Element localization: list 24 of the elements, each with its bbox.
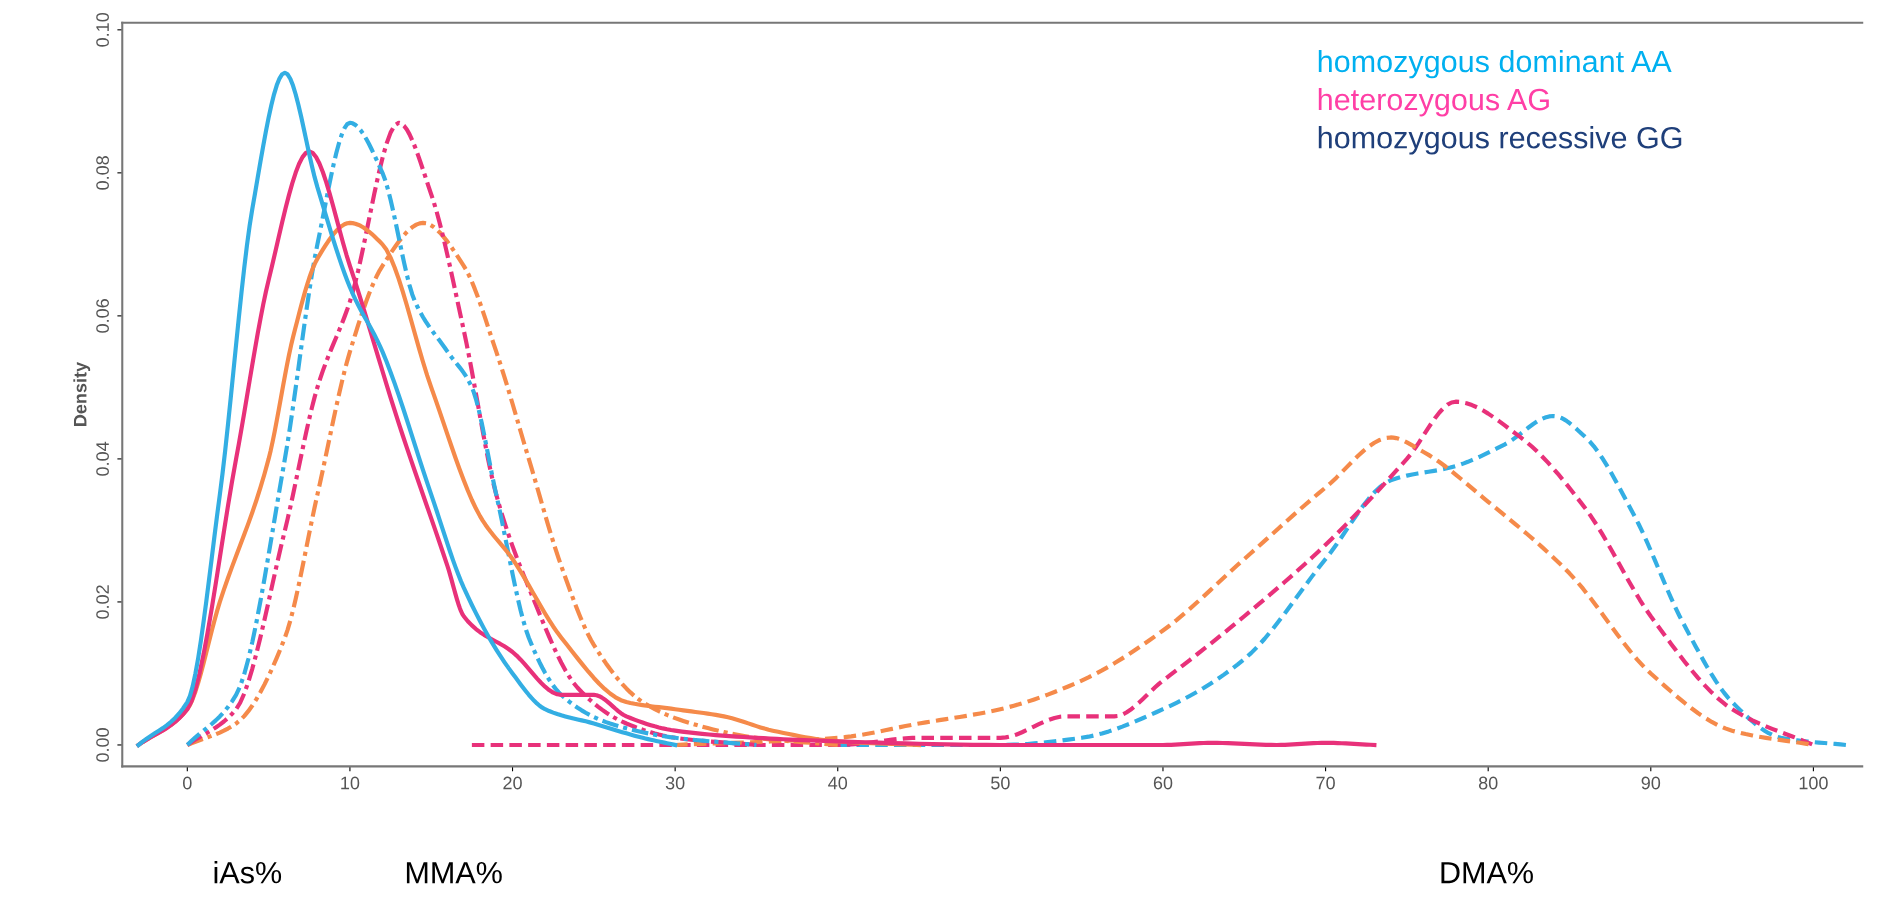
text: iAs%: [214, 861, 282, 884]
x-tick-label: 40: [828, 776, 848, 790]
y-tick-label: 0.00: [96, 728, 109, 762]
x-tick-label: 50: [991, 776, 1010, 790]
y-tick-label: 0.08: [96, 156, 109, 190]
y-tick-label: 0.06: [96, 299, 109, 333]
y-tick-label: 0.04: [96, 441, 109, 476]
text: DMA%: [1441, 861, 1533, 884]
x-tick-label: 80: [1478, 776, 1498, 790]
x-tick-label: 70: [1316, 776, 1335, 790]
x-tick-label: 0: [182, 776, 192, 790]
x-tick-label: 90: [1641, 776, 1661, 790]
text: MMA%: [406, 861, 502, 884]
y-tick-label: 0.10: [96, 12, 109, 47]
x-tick-label: 20: [503, 776, 522, 790]
x-tick-label: 30: [665, 776, 685, 790]
y-axis-title: Density: [73, 362, 91, 426]
x-tick-label: 100: [1799, 776, 1828, 790]
x-tick-label: 60: [1153, 776, 1173, 790]
x-tick-label: 10: [341, 776, 360, 790]
y-tick-label: 0.02: [96, 585, 109, 619]
annotation: homozygous dominant AA: [1318, 49, 1672, 79]
annotation: homozygous recessive GG: [1318, 126, 1682, 155]
annotation: heterozygous AG: [1318, 87, 1549, 117]
